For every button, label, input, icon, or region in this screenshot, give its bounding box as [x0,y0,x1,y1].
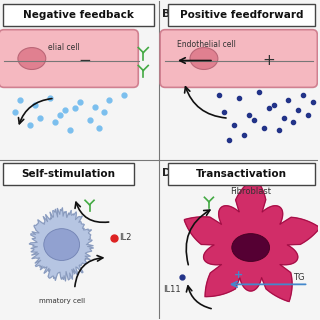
Text: elial cell: elial cell [48,43,79,52]
Text: Negative feedback: Negative feedback [23,10,134,20]
Text: IL2: IL2 [119,233,132,242]
Text: Transactivation: Transactivation [196,169,287,179]
Text: Fibroblast: Fibroblast [230,187,271,196]
Text: mmatory cell: mmatory cell [39,298,85,304]
Ellipse shape [44,229,80,260]
Text: B: B [162,9,171,19]
Text: D: D [162,168,172,178]
Ellipse shape [190,48,218,69]
Text: Self-stimulation: Self-stimulation [22,169,116,179]
Polygon shape [184,177,320,301]
Polygon shape [29,208,93,281]
FancyBboxPatch shape [160,30,317,87]
FancyBboxPatch shape [0,30,138,87]
FancyBboxPatch shape [3,163,134,185]
Text: TG: TG [293,273,305,282]
Text: Positive feedforward: Positive feedforward [180,10,303,20]
Text: Endothelial cell: Endothelial cell [177,40,236,49]
Text: +: + [262,53,275,68]
FancyBboxPatch shape [168,163,315,185]
Text: −: − [78,53,91,68]
FancyBboxPatch shape [3,4,154,26]
Text: IL11: IL11 [163,285,181,294]
Text: +: + [234,270,244,280]
FancyBboxPatch shape [168,4,315,26]
Ellipse shape [18,48,46,69]
Ellipse shape [232,234,269,261]
